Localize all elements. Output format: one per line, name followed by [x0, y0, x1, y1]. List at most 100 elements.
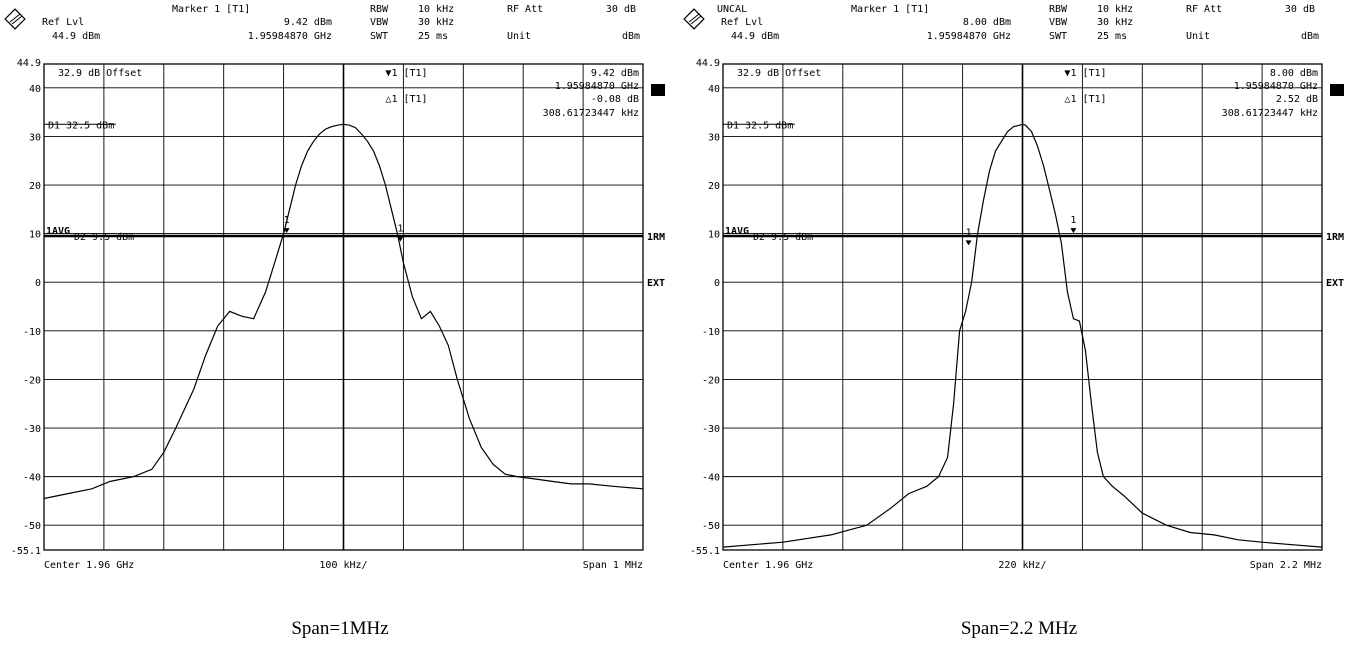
caption-left: Span=1MHz	[291, 618, 389, 639]
logo-stripes-icon	[688, 13, 702, 25]
y-tick-label: 0	[714, 278, 720, 289]
rf-att-value: 30 dB	[1285, 4, 1315, 15]
rbw-value: 10 kHz	[418, 4, 454, 15]
marker-level: 8.00 dBm	[963, 17, 1011, 28]
logo-icon	[683, 8, 705, 30]
ext-label: EXT	[1326, 278, 1344, 289]
unit-value: dBm	[1301, 31, 1319, 42]
marker-number: 1	[1070, 215, 1076, 226]
rf-att-label: RF Att	[507, 4, 543, 15]
ref-level-value: 44.9 dBm	[52, 31, 100, 42]
footer-center: Center 1.96 GHz	[44, 560, 134, 571]
delta1-level: 2.52 dB	[1276, 94, 1318, 105]
y-tick-label: -50	[702, 521, 720, 532]
offset-label: 32.9 dB Offset	[737, 68, 821, 79]
footer-span: Span 1 MHz	[583, 560, 643, 571]
logo-icon	[4, 8, 26, 30]
y-tick-label: 20	[708, 181, 720, 192]
marker-number: 1	[284, 215, 290, 226]
swt-value: 25 ms	[1097, 31, 1127, 42]
marker1-frequency: 1.95984870 GHz	[1234, 81, 1318, 92]
y-tick-label: -55.1	[690, 546, 720, 557]
ref-level-label: Ref Lvl	[42, 17, 84, 28]
unit-label: Unit	[1186, 31, 1210, 42]
y-tick-label: 44.9	[696, 58, 720, 69]
spectrum-trace	[43, 123, 644, 500]
marker1-level: 9.42 dBm	[591, 68, 639, 79]
y-tick-label: -20	[702, 375, 720, 386]
ref-level-label: Ref Lvl	[721, 17, 763, 28]
swt-label: SWT	[370, 31, 388, 42]
y-tick-label: -20	[23, 375, 41, 386]
marker-point	[283, 228, 290, 234]
avg-label: 1AVG	[725, 226, 749, 237]
delta1-label: △1 [T1]	[1064, 94, 1106, 105]
vbw-label: VBW	[370, 17, 389, 28]
offset-label: 32.9 dB Offset	[58, 68, 142, 79]
spectrum-plot-left: Ref Lvl 44.9 dBm Marker 1 [T1] 9.42 dBm 1.95…	[4, 4, 665, 571]
vbw-label: VBW	[1049, 17, 1068, 28]
footer-division: 100 kHz/	[319, 560, 367, 571]
y-tick-label: -10	[23, 327, 41, 338]
footer-span: Span 2.2 MHz	[1250, 560, 1322, 571]
delta1-frequency: 308.61723447 kHz	[543, 108, 639, 119]
marker-title: Marker 1 [T1]	[172, 4, 250, 15]
spectrum-panel-right: UNCAL Ref Lvl 44.9 dBm Marker 1 [T1] 8.00 dB…	[679, 0, 1359, 649]
d2-display-label: D2 9.5 dBm	[74, 232, 134, 243]
unit-label: Unit	[507, 31, 531, 42]
swt-value: 25 ms	[418, 31, 448, 42]
spectrum-plot-right: UNCAL Ref Lvl 44.9 dBm Marker 1 [T1] 8.00 dB…	[683, 4, 1344, 571]
delta1-frequency: 308.61723447 kHz	[1222, 108, 1318, 119]
logo-stripes-icon	[9, 13, 23, 25]
spectrum-panel-left: Ref Lvl 44.9 dBm Marker 1 [T1] 9.42 dBm 1.95…	[4, 4, 665, 639]
y-tick-label: 30	[29, 132, 41, 143]
delta1-label: △1 [T1]	[385, 94, 427, 105]
trace-a-label: A	[655, 86, 661, 97]
rbw-label: RBW	[1049, 4, 1068, 15]
marker1-label: ▼1 [T1]	[1064, 68, 1106, 79]
y-tick-label: 40	[29, 84, 41, 95]
y-tick-label: -30	[23, 424, 41, 435]
y-tick-label: 40	[708, 84, 720, 95]
vbw-value: 30 kHz	[1097, 17, 1133, 28]
marker1-frequency: 1.95984870 GHz	[555, 81, 639, 92]
y-tick-label: -40	[23, 473, 41, 484]
y-tick-label: -55.1	[11, 546, 41, 557]
trace-a-label: A	[1334, 86, 1340, 97]
marker1-label: ▼1 [T1]	[385, 68, 427, 79]
rf-att-label: RF Att	[1186, 4, 1222, 15]
marker1-level: 8.00 dBm	[1270, 68, 1318, 79]
marker-level: 9.42 dBm	[284, 17, 332, 28]
d1-display-label: D1 32.5 dBm	[48, 120, 114, 131]
marker-frequency: 1.95984870 GHz	[927, 31, 1011, 42]
ext-label: EXT	[647, 278, 665, 289]
vbw-value: 30 kHz	[418, 17, 454, 28]
marker-point	[397, 236, 404, 242]
rm-label: 1RM	[1326, 232, 1344, 243]
rf-att-value: 30 dB	[606, 4, 636, 15]
spectrum-trace	[722, 123, 1323, 548]
rm-label: 1RM	[647, 232, 665, 243]
marker-frequency: 1.95984870 GHz	[248, 31, 332, 42]
y-tick-label: -50	[23, 521, 41, 532]
ref-level-value: 44.9 dBm	[731, 31, 779, 42]
caption-right: Span=2.2 MHz	[960, 618, 1078, 639]
footer-center: Center 1.96 GHz	[723, 560, 813, 571]
y-tick-label: 10	[29, 230, 41, 241]
swt-label: SWT	[1049, 31, 1067, 42]
marker-title: Marker 1 [T1]	[851, 4, 929, 15]
d2-display-label: D2 9.5 dBm	[753, 232, 813, 243]
y-tick-label: 30	[708, 132, 720, 143]
y-tick-label: -30	[702, 424, 720, 435]
footer-division: 220 kHz/	[998, 560, 1046, 571]
marker-number: 1	[397, 223, 403, 234]
delta1-level: -0.08 dB	[591, 94, 639, 105]
y-tick-label: 10	[708, 230, 720, 241]
y-tick-label: -40	[702, 473, 720, 484]
marker-point	[965, 240, 972, 246]
marker-point	[1070, 228, 1077, 234]
marker-number: 1	[966, 227, 972, 238]
y-tick-label: 20	[29, 181, 41, 192]
y-tick-label: 44.9	[17, 58, 41, 69]
trace-a-box	[651, 84, 665, 96]
